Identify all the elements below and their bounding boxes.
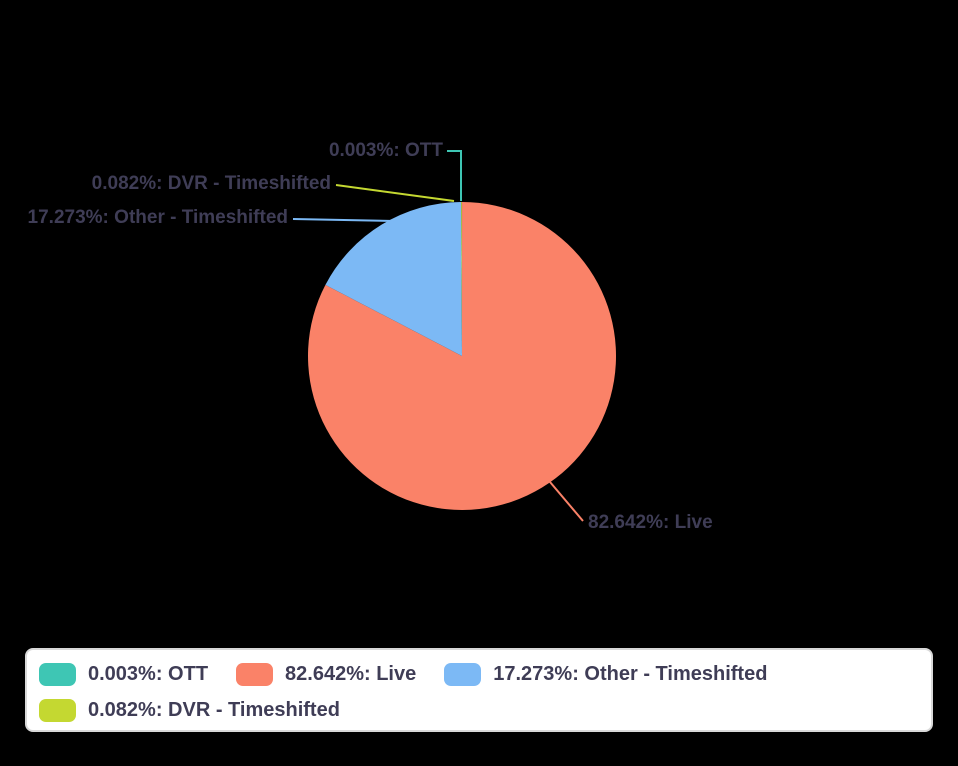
legend-item-dvr-timeshifted[interactable]: 0.082%: DVR - Timeshifted — [39, 695, 340, 725]
legend-swatch-ott — [39, 662, 76, 686]
pie-slice-dvr-timeshifted[interactable] — [461, 201, 462, 356]
callout-label-other-timeshifted: 17.273%: Other - Timeshifted — [27, 207, 288, 228]
callout-line-other-timeshifted — [292, 218, 396, 222]
legend-swatch-live — [236, 662, 274, 686]
pie-slice-other-timeshifted[interactable] — [325, 202, 462, 356]
callout-line-ott — [447, 150, 462, 201]
legend-label-live: 82.642%: Live — [285, 662, 417, 685]
legend-item-other-timeshifted[interactable]: 17.273%: Other - Timeshifted — [444, 659, 767, 689]
callout-line-dvr-timeshifted — [335, 184, 455, 202]
callout-label-live: 82.642%: Live — [588, 512, 713, 533]
legend-item-ott[interactable]: 0.003%: OTT — [39, 659, 208, 689]
legend-swatch-dvr-timeshifted — [39, 698, 76, 722]
legend: 0.003%: OTT 82.642%: Live 17.273%: Other… — [25, 648, 933, 732]
callout-label-ott: 0.003%: OTT — [328, 140, 443, 161]
legend-swatch-other-timeshifted — [444, 662, 482, 686]
legend-label-ott: 0.003%: OTT — [88, 662, 209, 685]
legend-label-other-timeshifted: 17.273%: Other - Timeshifted — [493, 662, 768, 685]
pie-slice-live[interactable] — [308, 202, 617, 510]
legend-item-live[interactable]: 82.642%: Live — [236, 659, 416, 689]
legend-label-dvr-timeshifted: 0.082%: DVR - Timeshifted — [88, 698, 340, 721]
callout-label-dvr-timeshifted: 0.082%: DVR - Timeshifted — [91, 173, 331, 194]
callout-line-live — [549, 481, 584, 522]
